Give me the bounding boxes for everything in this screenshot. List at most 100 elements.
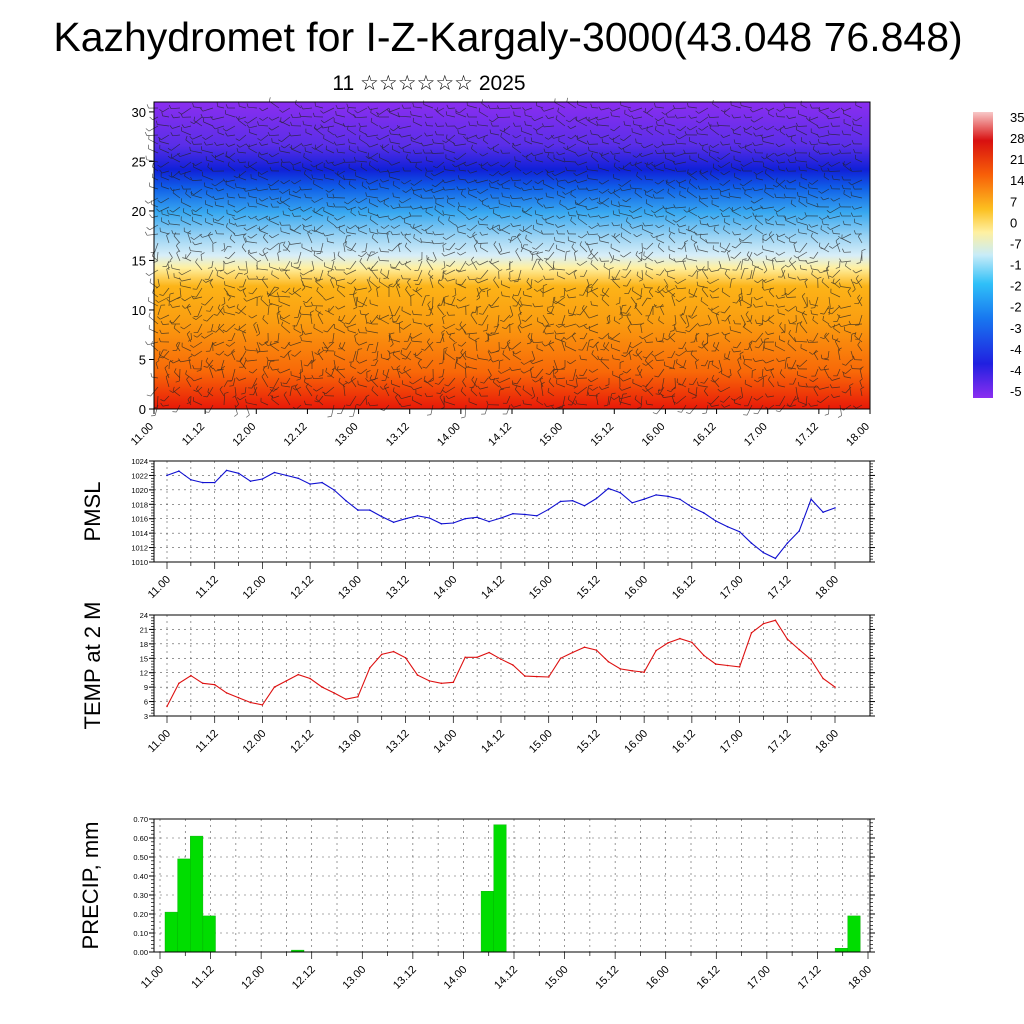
y-tick-label: 0.20 bbox=[133, 910, 148, 919]
temp-frame bbox=[153, 614, 871, 717]
temp-point bbox=[440, 682, 443, 685]
precip-bar bbox=[202, 915, 216, 953]
x-tick-label: 15.00 bbox=[537, 421, 565, 449]
x-tick-label: 13.00 bbox=[333, 421, 361, 449]
x-tick-label: 16.12 bbox=[691, 421, 719, 449]
pmsl-point bbox=[834, 507, 836, 509]
pmsl-point bbox=[416, 515, 419, 517]
pmsl-point bbox=[774, 557, 777, 560]
x-tick-label: 16.00 bbox=[622, 574, 650, 602]
y-tick-label: 3 bbox=[144, 712, 148, 721]
colorbar bbox=[973, 112, 993, 398]
x-tick-label: 12.00 bbox=[239, 964, 267, 992]
colorbar-label: -4 bbox=[1010, 342, 1022, 357]
temp-minor-ticks bbox=[151, 614, 873, 723]
pmsl-point bbox=[762, 551, 765, 554]
pmsl-point bbox=[345, 499, 347, 502]
x-tick-label: 13.12 bbox=[391, 964, 419, 992]
y-tick-label: 1020 bbox=[131, 486, 148, 495]
pmsl-point bbox=[547, 508, 550, 511]
temp-point bbox=[762, 622, 765, 625]
pmsl-point bbox=[357, 509, 359, 511]
pmsl-point bbox=[798, 530, 800, 532]
x-tick-label: 12.12 bbox=[288, 728, 316, 756]
precip-minor-ticks bbox=[151, 818, 873, 959]
x-tick-label: 11.12 bbox=[180, 421, 207, 448]
temp-point bbox=[595, 649, 598, 651]
colorbar-label: 14 bbox=[1010, 173, 1024, 188]
pmsl-point bbox=[559, 500, 562, 503]
pmsl-point bbox=[750, 542, 753, 544]
temp-point bbox=[452, 681, 455, 684]
temp-point bbox=[225, 692, 228, 694]
y-tick-label: 1012 bbox=[131, 544, 148, 553]
pmsl-point bbox=[202, 481, 204, 484]
colorbar-label: 7 bbox=[1010, 194, 1017, 209]
temp-point bbox=[190, 674, 192, 677]
x-tick-label: 15.12 bbox=[575, 574, 603, 602]
temp-point bbox=[619, 668, 622, 670]
x-tick-label: 17.00 bbox=[718, 574, 746, 602]
pmsl-point bbox=[225, 469, 228, 472]
pmsl-point bbox=[321, 481, 323, 484]
pmsl-point bbox=[607, 487, 610, 490]
temp-point bbox=[166, 705, 168, 708]
colorbar-label: 35 bbox=[1010, 110, 1024, 125]
x-tick-label: 11.00 bbox=[146, 574, 173, 601]
temp-point bbox=[380, 653, 383, 656]
temp-ylabel: TEMP at 2 M bbox=[80, 602, 105, 730]
pmsl-point bbox=[213, 481, 216, 484]
pmsl-point bbox=[714, 520, 717, 522]
pmsl-frame bbox=[153, 460, 871, 563]
precip-ylabel: PRECIP, mm bbox=[78, 822, 103, 950]
x-tick-label: 18.00 bbox=[813, 728, 841, 756]
precip-bar bbox=[480, 891, 494, 953]
x-tick-label: 17.12 bbox=[765, 728, 793, 756]
y-tick-label: 10 bbox=[132, 303, 146, 318]
temp-point bbox=[297, 673, 300, 676]
y-tick-label: 15 bbox=[132, 253, 146, 268]
x-tick-label: 14.00 bbox=[431, 574, 459, 602]
temp-point bbox=[571, 651, 574, 654]
pmsl-point bbox=[583, 504, 586, 507]
x-tick-label: 13.00 bbox=[336, 728, 364, 756]
temp-point bbox=[714, 663, 717, 665]
pmsl-point bbox=[500, 517, 502, 519]
x-tick-label: 18.00 bbox=[844, 421, 872, 449]
pmsl-point bbox=[679, 498, 681, 501]
temp-point bbox=[392, 650, 395, 653]
x-tick-label: 14.12 bbox=[479, 728, 507, 756]
pmsl-point bbox=[643, 498, 645, 501]
temp-point bbox=[273, 686, 276, 688]
x-tick-label: 16.00 bbox=[640, 421, 668, 449]
chart-title: Kazhydromet for I-Z-Kargaly-3000(43.048 … bbox=[53, 14, 963, 60]
pmsl-point bbox=[237, 472, 240, 475]
x-tick-label: 11.00 bbox=[129, 421, 156, 448]
temp-point bbox=[237, 696, 240, 699]
y-tick-label: 0.40 bbox=[133, 872, 148, 881]
colorbar-label: 28 bbox=[1010, 131, 1024, 146]
y-tick-label: 21 bbox=[140, 625, 148, 634]
pmsl-point bbox=[369, 509, 371, 511]
x-tick-label: 11.12 bbox=[193, 574, 220, 601]
temp-point bbox=[249, 701, 252, 704]
colorbar-label: -3 bbox=[1010, 321, 1022, 336]
temp-point bbox=[738, 666, 741, 668]
precip-frame bbox=[153, 818, 871, 953]
x-tick-label: 15.12 bbox=[575, 728, 603, 756]
heatmap-field bbox=[154, 102, 870, 409]
colorbar-label: -1 bbox=[1010, 258, 1022, 273]
chart-subtitle: 11 ☆☆☆☆☆☆ 2025 bbox=[332, 72, 526, 95]
x-tick-label: 15.00 bbox=[543, 964, 571, 992]
temp-point bbox=[213, 683, 216, 686]
y-tick-label: 30 bbox=[132, 105, 146, 120]
y-tick-label: 24 bbox=[140, 611, 148, 620]
y-tick-label: 0.00 bbox=[133, 948, 148, 957]
x-tick-label: 12.00 bbox=[241, 574, 269, 602]
pmsl-point bbox=[249, 480, 252, 483]
x-tick-label: 17.00 bbox=[745, 964, 773, 992]
y-tick-label: 1018 bbox=[131, 500, 148, 509]
x-tick-label: 15.12 bbox=[593, 964, 621, 992]
temp-point bbox=[834, 686, 836, 688]
